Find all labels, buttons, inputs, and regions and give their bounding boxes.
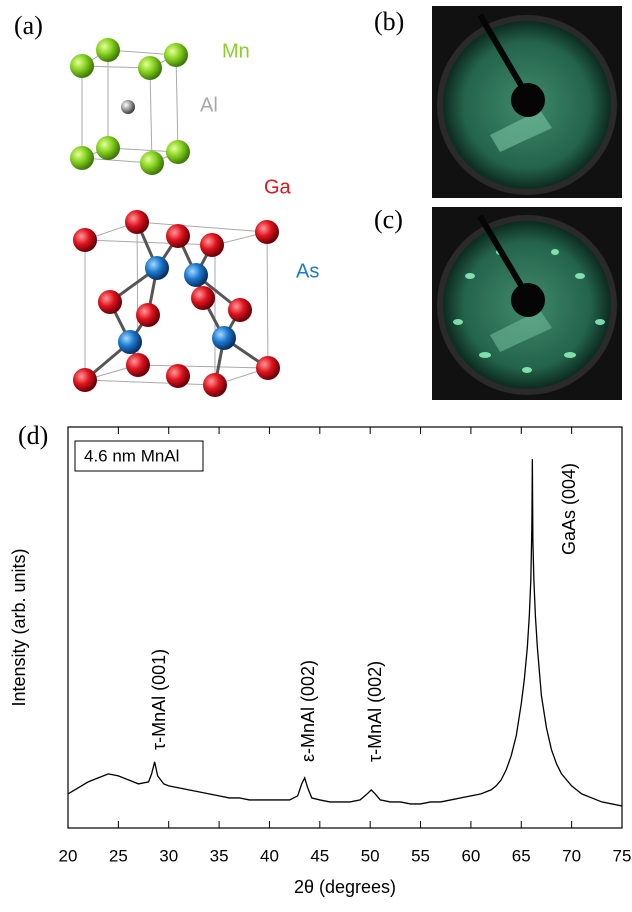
atom-label: As: [296, 260, 319, 282]
plot-frame: [68, 427, 622, 828]
x-tick-label: 75: [613, 846, 632, 865]
x-tick-label: 30: [159, 846, 178, 865]
x-tick-label: 40: [260, 846, 279, 865]
label-box-text: 4.6 nm MnAl: [84, 446, 179, 465]
peak-annotation: ε-MnAl (002): [298, 660, 318, 762]
al-atom: [121, 100, 135, 114]
x-tick-label: 25: [109, 846, 128, 865]
x-tick-label: 45: [310, 846, 329, 865]
x-axis-label: 2θ (degrees): [294, 877, 396, 897]
x-tick-label: 35: [210, 846, 229, 865]
peak-annotation: τ-MnAl (001): [149, 649, 169, 750]
panel-label: (b): [374, 7, 404, 36]
xrd-line: [68, 459, 622, 806]
x-tick-label: 50: [361, 846, 380, 865]
panel-label: (a): [14, 11, 43, 40]
y-axis-label: Intensity (arb. units): [9, 548, 29, 706]
ga-atoms: [73, 210, 280, 397]
as-atoms: [118, 256, 236, 354]
x-tick-label: 55: [411, 846, 430, 865]
x-tick-label: 60: [461, 846, 480, 865]
atom-label: Mn: [222, 40, 250, 62]
figure: (a) (b) (c) (d) Mn Al Ga As: [0, 0, 632, 912]
xrd-chart: 20 25 30 35 40 45 50 55 60 65 70 75 2θ (degrees) Inte…: [9, 427, 632, 897]
rheed-image-b: [432, 6, 622, 198]
peak-annotation: τ-MnAl (002): [365, 661, 385, 762]
atom-label: Al: [200, 94, 218, 116]
peak-annotation: GaAs (004): [559, 463, 579, 555]
rheed-image-c: [432, 207, 622, 400]
x-tick-label: 20: [59, 846, 78, 865]
atom-label: Ga: [264, 176, 292, 198]
x-tick-label: 70: [562, 846, 581, 865]
panel-label: (d): [18, 421, 48, 450]
x-tick-label: 65: [512, 846, 531, 865]
panel-label: (c): [374, 205, 403, 234]
